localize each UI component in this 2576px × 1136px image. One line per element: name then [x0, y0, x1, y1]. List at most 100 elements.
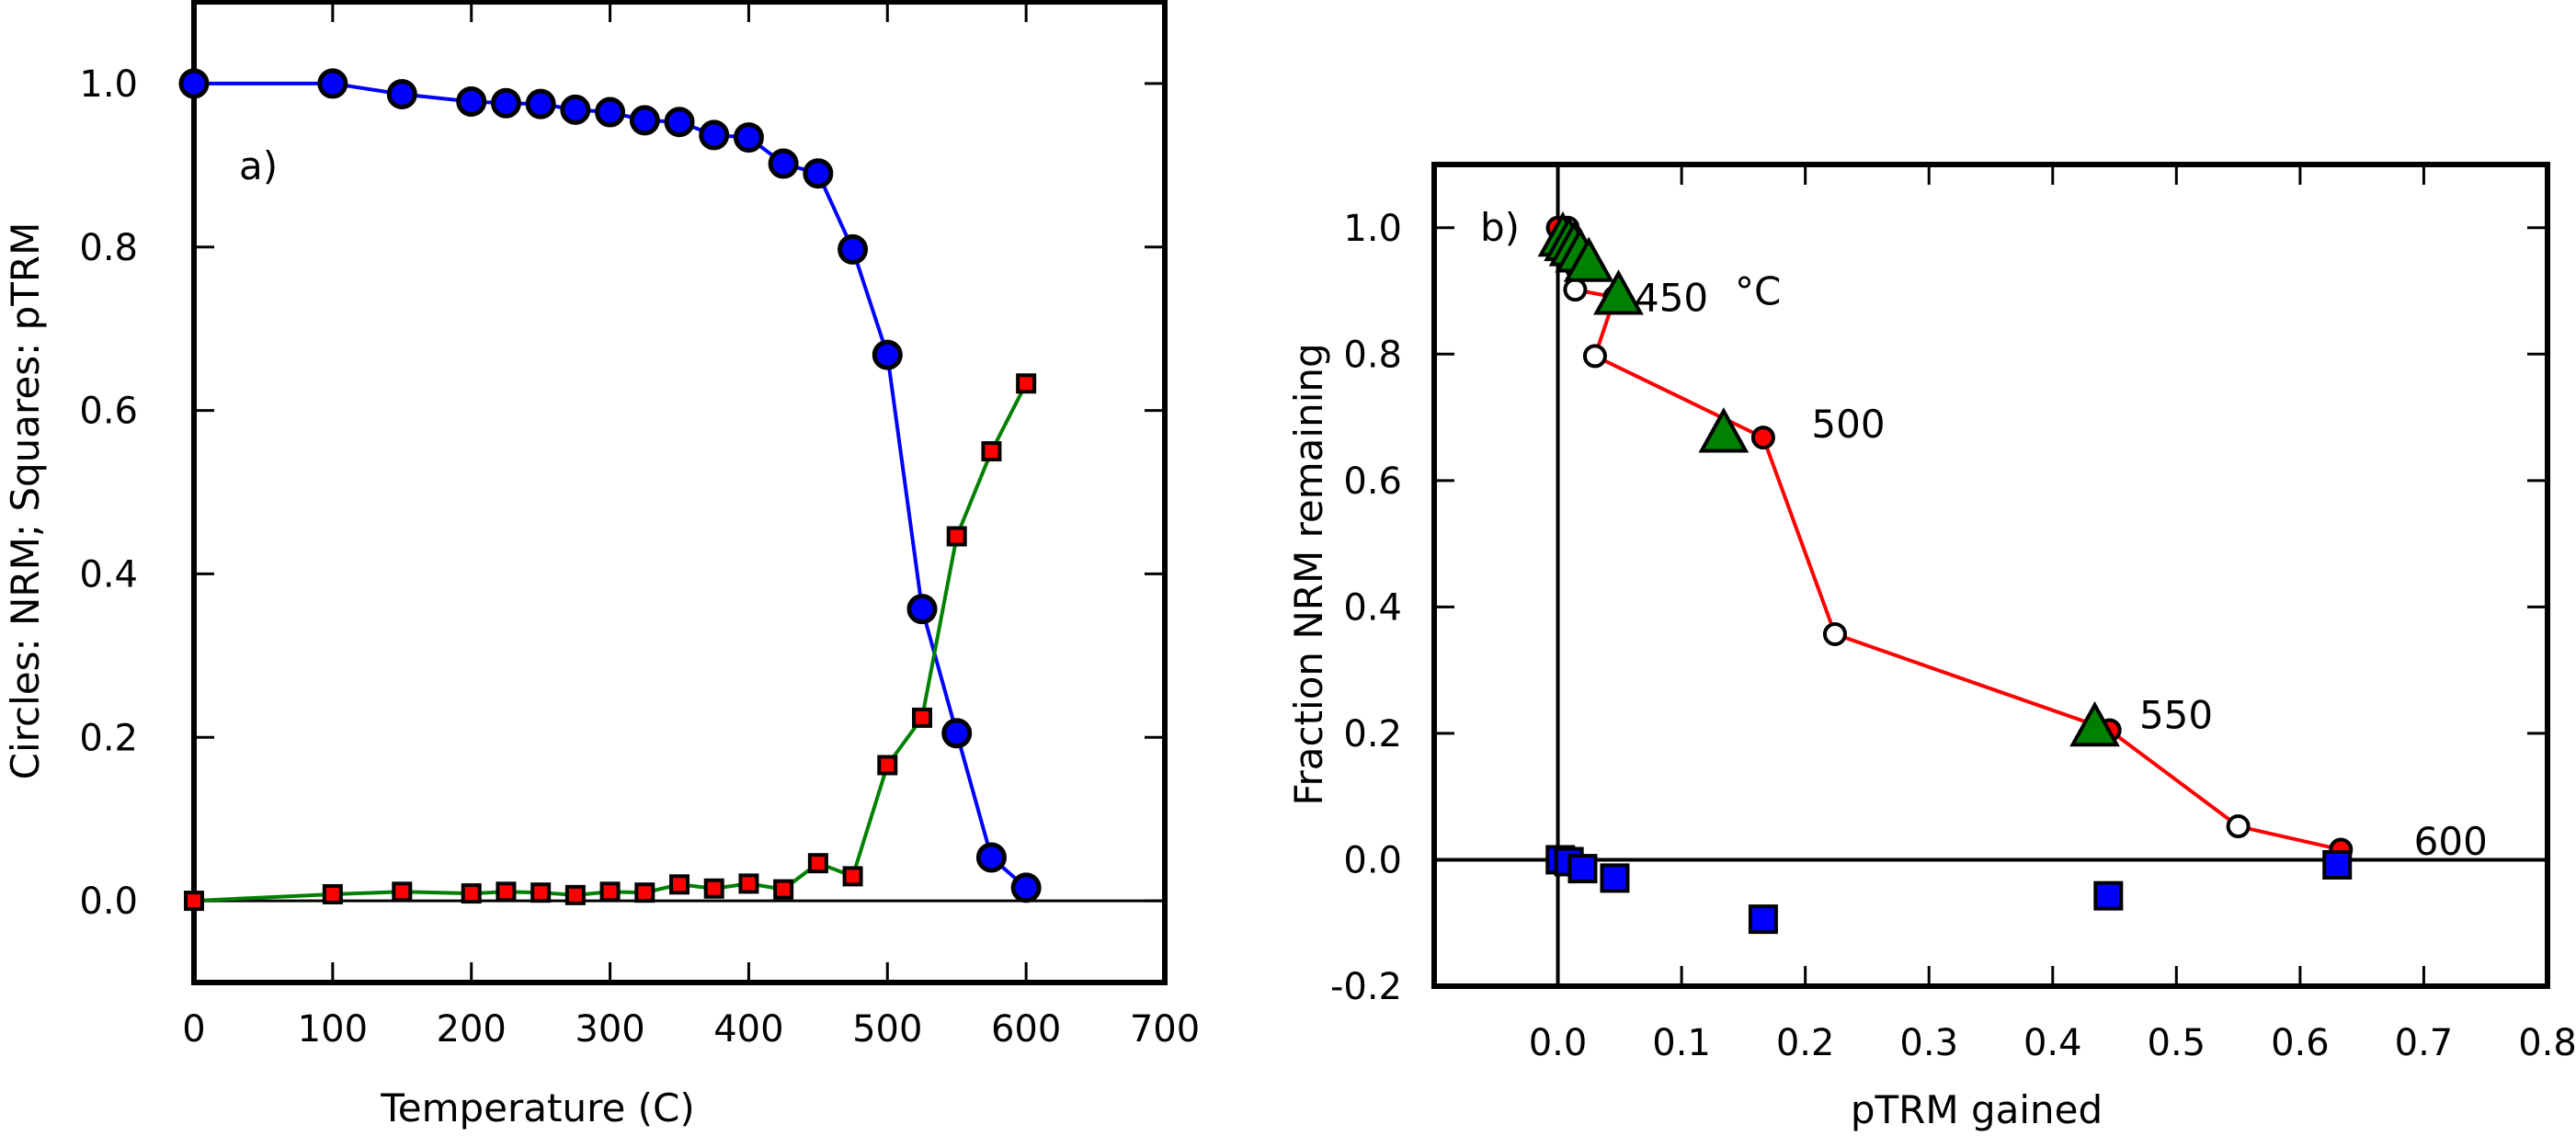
- ptrm-point: [738, 873, 759, 894]
- x-tick-label: 0.1: [1652, 1022, 1711, 1064]
- arai-point-open: [1822, 621, 1847, 646]
- y-tick-label: 0.4: [79, 553, 138, 596]
- nrm-point: [490, 87, 521, 119]
- nrm-point: [699, 119, 730, 151]
- nrm-point: [1010, 872, 1042, 903]
- x-tick-label: 200: [437, 1008, 507, 1051]
- x-tick-label: 600: [991, 1008, 1061, 1051]
- nrm-point: [975, 842, 1007, 873]
- ptrm-check-triangle: [1563, 236, 1614, 282]
- ptrm-point: [912, 707, 932, 728]
- ptrm-point: [773, 879, 794, 900]
- x-tick-label: 0.5: [2148, 1022, 2206, 1064]
- ptrm-point: [842, 866, 863, 887]
- nrm-point: [456, 85, 487, 117]
- tail-check-square: [2093, 880, 2124, 911]
- y-tick-label: -0.2: [1330, 966, 1402, 1008]
- nrm-point: [838, 233, 869, 265]
- plot-frame: [1431, 162, 2550, 989]
- ptrm-point: [530, 882, 552, 903]
- y-tick-label: 1.0: [1343, 208, 1402, 250]
- nrm-point: [768, 148, 799, 179]
- panel-a-ylabel: Circles: NRM; Squares: pTRM: [3, 222, 48, 780]
- y-tick-label: 1.0: [79, 63, 138, 106]
- x-tick-label: 300: [575, 1008, 644, 1051]
- nrm-point: [178, 68, 210, 99]
- ptrm-check-triangle: [1698, 407, 1750, 453]
- y-tick-label: 0.8: [1343, 334, 1402, 376]
- temperature-annotation: °C: [1735, 269, 1781, 314]
- panel-b-label: b): [1480, 205, 1520, 250]
- panel-b-ylabel: Fraction NRM remaining: [1286, 343, 1331, 805]
- tail-check-square: [2322, 849, 2353, 880]
- temperature-annotation: 600: [2414, 819, 2488, 864]
- nrm-point: [525, 88, 556, 119]
- x-tick-label: 500: [852, 1008, 922, 1051]
- nrm-line: [194, 81, 1028, 890]
- ptrm-check-triangle: [1593, 269, 1644, 315]
- nrm-point: [733, 122, 764, 153]
- ptrm-point: [1016, 373, 1037, 394]
- temperature-annotation: 450: [1635, 275, 1708, 320]
- x-tick-label: 0: [182, 1008, 205, 1051]
- ptrm-point: [322, 883, 343, 904]
- tail-check-square: [1748, 904, 1778, 935]
- nrm-point: [560, 94, 591, 125]
- ptrm-point: [634, 882, 655, 903]
- panel-a-xlabel: Temperature (C): [380, 1085, 695, 1130]
- x-tick-label: 0.0: [1529, 1022, 1588, 1064]
- nrm-point: [629, 105, 660, 136]
- plot-frame: [191, 0, 1168, 985]
- panel-b-chart: b) pTRM gained Fraction NRM remaining 0.…: [1286, 162, 2576, 1132]
- ptrm-point: [392, 881, 413, 903]
- x-tick-label: 0.2: [1776, 1022, 1835, 1064]
- arai-point-open: [1582, 344, 1607, 369]
- ptrm-point: [496, 881, 517, 903]
- panel-a-label: a): [239, 143, 278, 188]
- nrm-point: [941, 718, 973, 749]
- ptrm-point: [703, 878, 724, 899]
- nrm-point: [664, 107, 695, 138]
- ptrm-check-triangle: [2069, 700, 2120, 747]
- temperature-annotation: 550: [2139, 692, 2213, 737]
- x-tick-label: 0.3: [1899, 1022, 1958, 1064]
- y-tick-label: 0.0: [1343, 839, 1402, 881]
- ptrm-point: [461, 883, 482, 904]
- ptrm-point: [669, 874, 690, 895]
- x-tick-label: 0.4: [2023, 1022, 2082, 1064]
- arai-point-open: [1563, 278, 1588, 302]
- temperature-annotation: 500: [1811, 402, 1885, 447]
- nrm-point: [803, 158, 834, 189]
- tail-check-square: [1600, 863, 1630, 893]
- x-tick-label: 100: [298, 1008, 368, 1051]
- ptrm-point: [599, 881, 621, 903]
- y-tick-label: 0.6: [1343, 460, 1402, 503]
- nrm-point: [595, 97, 626, 128]
- ptrm-point: [564, 884, 586, 905]
- arai-point: [1750, 426, 1775, 450]
- tail-check-square: [1567, 854, 1598, 884]
- nrm-point: [317, 68, 348, 99]
- panel-a-chart: a) Temperature (C) Circles: NRM; Squares…: [3, 0, 1200, 1130]
- x-tick-label: 0.6: [2271, 1022, 2330, 1064]
- ptrm-point: [184, 891, 204, 912]
- ptrm-point: [946, 526, 967, 547]
- y-tick-label: 0.6: [79, 391, 138, 433]
- y-tick-label: 0.2: [1343, 713, 1402, 755]
- arai-line: [1557, 225, 2342, 852]
- nrm-point: [872, 339, 903, 370]
- x-tick-label: 0.8: [2518, 1022, 2576, 1064]
- nrm-point: [906, 594, 938, 625]
- x-tick-label: 0.7: [2395, 1022, 2454, 1064]
- ptrm-point: [877, 755, 898, 776]
- x-tick-label: 700: [1130, 1008, 1200, 1051]
- ptrm-point: [981, 441, 1002, 462]
- x-tick-label: 400: [713, 1008, 783, 1051]
- arai-point-open: [2226, 814, 2251, 839]
- panel-b-xlabel: pTRM gained: [1851, 1087, 2103, 1132]
- y-tick-label: 0.2: [79, 717, 138, 759]
- ptrm-point: [807, 853, 828, 874]
- nrm-point: [386, 78, 417, 109]
- y-tick-label: 0.4: [1343, 586, 1402, 629]
